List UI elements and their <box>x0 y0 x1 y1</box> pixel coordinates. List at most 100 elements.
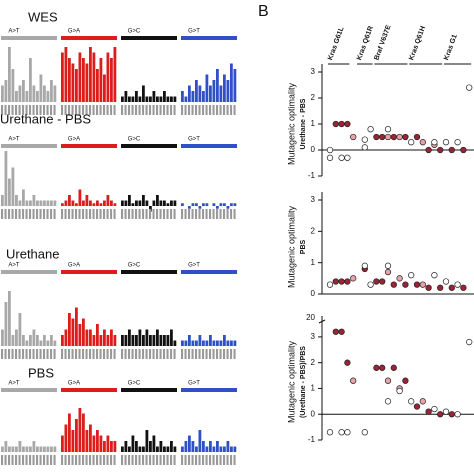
y-tick-label: 1 <box>311 258 316 267</box>
context-label <box>92 349 95 359</box>
context-label <box>64 455 67 465</box>
bar <box>233 446 237 452</box>
context-label <box>89 349 92 359</box>
point <box>454 281 461 288</box>
point <box>390 364 397 371</box>
bar <box>223 446 226 452</box>
context-label <box>145 455 148 465</box>
bar <box>96 200 99 206</box>
bar <box>96 430 99 452</box>
bar <box>166 446 170 452</box>
bar <box>103 329 106 346</box>
chart-title: WES <box>28 9 58 24</box>
point <box>437 411 444 418</box>
bar <box>156 329 159 346</box>
context-label <box>124 105 127 115</box>
bar <box>92 203 96 206</box>
bar <box>156 96 159 102</box>
context-label <box>152 349 155 359</box>
bar <box>82 413 85 452</box>
point <box>413 281 421 288</box>
y-tick-label: 2 <box>311 93 316 102</box>
bar <box>195 80 198 102</box>
point <box>460 146 467 154</box>
context-label <box>181 349 184 359</box>
bar <box>8 47 11 102</box>
context-label <box>4 349 7 359</box>
point <box>344 429 351 436</box>
context-label <box>230 349 233 359</box>
context-label <box>36 209 39 219</box>
context-label <box>226 349 229 359</box>
bar <box>50 200 53 206</box>
bar <box>166 203 170 206</box>
point <box>396 387 403 395</box>
context-label <box>209 349 212 359</box>
bar <box>145 96 149 102</box>
context-label <box>39 209 42 219</box>
bar <box>78 408 82 452</box>
point <box>338 154 345 161</box>
bar <box>110 329 113 346</box>
y-tick-label: 2 <box>311 226 316 235</box>
point <box>408 139 415 146</box>
group-bar <box>121 36 177 40</box>
bar <box>138 446 142 452</box>
point <box>408 398 415 405</box>
point <box>350 275 357 282</box>
context-label <box>135 349 138 359</box>
bar <box>121 96 124 102</box>
context-label <box>78 105 81 115</box>
bar <box>25 340 29 346</box>
bar <box>195 340 198 346</box>
context-label <box>89 105 92 115</box>
bar <box>198 206 202 209</box>
context-label <box>78 209 81 219</box>
context-label <box>163 349 166 359</box>
context-label <box>149 105 152 115</box>
point <box>390 133 397 141</box>
bar <box>226 80 230 102</box>
context-label <box>124 349 127 359</box>
bar <box>53 446 57 452</box>
bar <box>170 200 173 206</box>
bar <box>181 203 184 206</box>
bar <box>75 69 78 102</box>
context-label <box>99 349 102 359</box>
point <box>384 262 392 269</box>
group-bar <box>181 270 237 274</box>
y-tick-label: 1 <box>311 119 316 128</box>
context-label <box>233 105 236 115</box>
bar <box>205 203 209 206</box>
bar <box>78 324 82 346</box>
bar <box>113 203 117 206</box>
group-label: G>C <box>128 137 141 143</box>
bar <box>110 58 113 102</box>
group-bar <box>61 270 117 274</box>
context-label <box>18 209 21 219</box>
y-tick-label: 20 <box>306 313 315 322</box>
context-label <box>32 349 35 359</box>
bar <box>39 74 43 102</box>
bar <box>124 441 128 452</box>
context-label <box>159 209 162 219</box>
bar <box>184 96 188 102</box>
context-label <box>173 209 176 219</box>
group-label: A>T <box>8 381 20 387</box>
context-label <box>191 105 194 115</box>
bar <box>230 340 233 346</box>
bar <box>18 441 22 452</box>
bar <box>110 441 113 452</box>
context-label <box>22 455 25 465</box>
context-label <box>135 209 138 219</box>
context-label <box>184 209 187 219</box>
bar <box>99 203 103 206</box>
bar <box>18 200 22 206</box>
context-label <box>226 105 229 115</box>
bar <box>46 91 50 102</box>
bar <box>29 58 32 102</box>
context-label <box>170 105 173 115</box>
bar <box>39 200 43 206</box>
bar <box>230 203 233 206</box>
group-bar <box>61 388 117 392</box>
